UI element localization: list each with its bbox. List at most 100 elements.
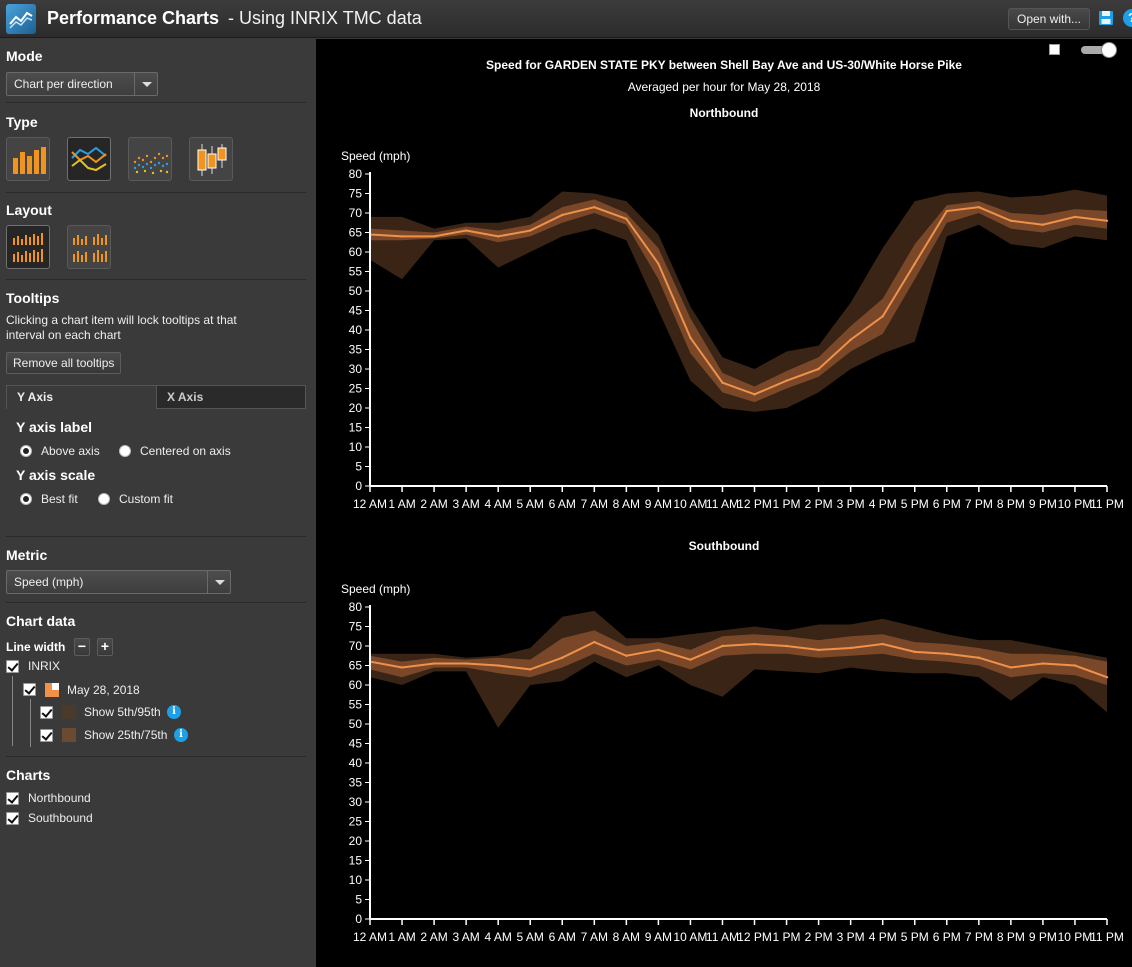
data-point xyxy=(913,650,916,654)
custom-fit-label: Custom fit xyxy=(119,492,174,506)
data-point xyxy=(625,654,628,657)
x-tick-label: 7 PM xyxy=(965,930,993,944)
x-tick-label: 6 PM xyxy=(933,930,961,944)
data-point xyxy=(496,235,500,238)
mode-dropdown[interactable]: Chart per direction xyxy=(6,72,158,96)
line-width-plus-button[interactable]: + xyxy=(97,638,113,656)
metric-dropdown[interactable]: Speed (mph) xyxy=(6,570,231,594)
open-with-button[interactable]: Open with... xyxy=(1008,8,1090,30)
band-5-95 xyxy=(370,189,1107,412)
chevron-down-icon xyxy=(207,571,230,593)
app-logo-icon xyxy=(6,4,36,34)
divider xyxy=(6,279,306,280)
best-fit-radio[interactable] xyxy=(20,493,32,505)
two-column-layout-icon xyxy=(73,234,107,262)
x-tick-label: 12 AM xyxy=(353,930,387,944)
data-point xyxy=(432,235,436,238)
single-column-layout-icon xyxy=(13,233,43,262)
x-tick-label: 6 PM xyxy=(933,497,961,511)
x-tick-label: 10 AM xyxy=(673,930,707,944)
y-tick-label: 75 xyxy=(349,620,363,634)
x-tick-label: 7 AM xyxy=(581,497,608,511)
x-tick-label: 4 AM xyxy=(484,497,511,511)
export-checkbox[interactable] xyxy=(1049,44,1060,55)
charts-title: Charts xyxy=(6,767,51,783)
y-tick-label: 10 xyxy=(349,873,363,887)
x-tick-label: 10 PM xyxy=(1058,497,1093,511)
x-tick-label: 2 AM xyxy=(420,497,447,511)
y-tick-label: 45 xyxy=(349,304,363,318)
single-column-layout-button[interactable] xyxy=(6,225,50,269)
x-tick-label: 5 PM xyxy=(901,930,929,944)
y-tick-label: 60 xyxy=(349,678,363,692)
date-label: May 28, 2018 xyxy=(67,683,140,697)
above-axis-label: Above axis xyxy=(41,444,100,458)
divider xyxy=(6,602,306,603)
y-tick-label: 60 xyxy=(349,245,363,259)
dark-mode-toggle[interactable] xyxy=(1081,42,1117,58)
y-tick-label: 5 xyxy=(355,893,362,907)
box-plot-type-button[interactable] xyxy=(189,137,233,181)
sidebar: Mode Chart per direction Type xyxy=(0,39,316,967)
date-checkbox[interactable] xyxy=(23,683,36,696)
inrix-label: INRIX xyxy=(28,659,61,673)
data-point xyxy=(1073,664,1077,667)
data-point xyxy=(689,658,692,661)
line-width-minus-button[interactable]: − xyxy=(74,638,90,656)
x-tick-label: 11 AM xyxy=(706,497,739,511)
scatter-chart-icon xyxy=(133,152,169,175)
show-25-75-checkbox[interactable] xyxy=(40,729,53,742)
x-tick-label: 8 PM xyxy=(997,497,1025,511)
line-chart-icon xyxy=(71,146,107,172)
data-point xyxy=(721,644,724,648)
tab-y-axis[interactable]: Y Axis xyxy=(6,385,156,409)
date-color-swatch[interactable] xyxy=(45,683,59,697)
y-tick-label: 50 xyxy=(349,284,363,298)
line-chart-type-button[interactable] xyxy=(67,137,111,181)
x-tick-label: 4 PM xyxy=(869,497,897,511)
data-point xyxy=(657,648,660,652)
info-icon[interactable]: i xyxy=(174,728,188,742)
data-point xyxy=(529,229,532,232)
x-tick-label: 12 AM xyxy=(353,497,387,511)
data-point xyxy=(817,367,820,371)
tooltips-description: Clicking a chart item will lock tooltips… xyxy=(6,313,237,342)
chart-title: Northbound xyxy=(690,106,759,120)
data-point xyxy=(977,205,981,209)
help-icon[interactable]: ? xyxy=(1123,9,1132,27)
data-point xyxy=(945,652,948,655)
remove-tooltips-button[interactable]: Remove all tooltips xyxy=(6,352,122,374)
scatter-chart-type-button[interactable] xyxy=(128,137,172,181)
info-icon[interactable]: i xyxy=(167,705,181,719)
bar-chart-type-button[interactable] xyxy=(6,137,50,181)
y-tick-label: 10 xyxy=(349,440,363,454)
tab-x-axis[interactable]: X Axis xyxy=(156,385,306,409)
northbound-checkbox[interactable] xyxy=(6,792,19,805)
metric-title: Metric xyxy=(6,547,48,563)
centered-on-axis-radio[interactable] xyxy=(119,445,131,457)
inrix-checkbox[interactable] xyxy=(6,660,19,673)
x-tick-label: 7 AM xyxy=(581,930,608,944)
tree-line xyxy=(12,676,13,746)
southbound-checkbox[interactable] xyxy=(6,812,19,825)
x-tick-label: 1 PM xyxy=(773,497,801,511)
two-column-layout-button[interactable] xyxy=(67,225,111,269)
data-point xyxy=(400,666,404,669)
show-5-95-checkbox[interactable] xyxy=(40,706,53,719)
box-plot-icon xyxy=(197,144,227,176)
app-subtitle: - Using INRIX TMC data xyxy=(228,8,422,28)
tree-line xyxy=(30,699,31,747)
band-5-95 xyxy=(370,610,1107,728)
x-tick-label: 3 AM xyxy=(452,497,479,511)
y-tick-label: 35 xyxy=(349,776,363,790)
x-tick-label: 7 PM xyxy=(965,497,993,511)
custom-fit-radio[interactable] xyxy=(98,493,110,505)
x-tick-label: 8 PM xyxy=(997,930,1025,944)
x-tick-label: 3 AM xyxy=(452,930,479,944)
save-icon[interactable] xyxy=(1098,10,1114,26)
above-axis-radio[interactable] xyxy=(20,445,32,457)
data-point xyxy=(849,338,852,341)
x-tick-label: 5 AM xyxy=(517,930,544,944)
chart-area: Speed for GARDEN STATE PKY between Shell… xyxy=(316,39,1132,967)
best-fit-label: Best fit xyxy=(41,492,78,506)
